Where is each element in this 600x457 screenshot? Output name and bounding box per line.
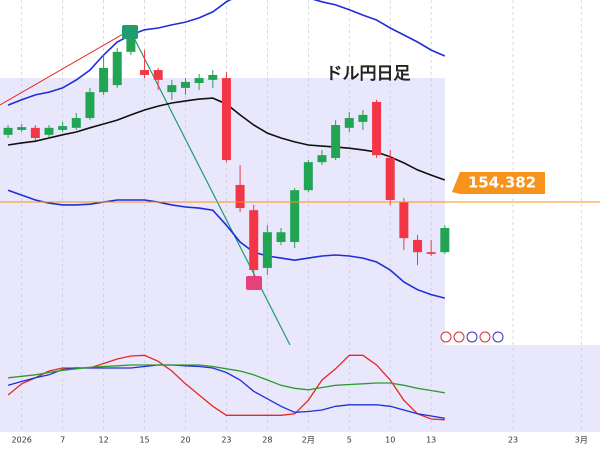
x-tick-label: 5 xyxy=(347,436,352,445)
candle-body xyxy=(112,51,122,86)
candle-body xyxy=(126,37,136,52)
signal-marker xyxy=(122,25,138,39)
x-tick-label: 2月 xyxy=(302,436,315,445)
candle-body xyxy=(85,92,95,119)
x-tick-label: 20 xyxy=(180,436,190,445)
candle-body xyxy=(180,81,190,88)
x-tick-label: 12 xyxy=(99,436,109,445)
candle-body xyxy=(99,67,109,93)
candle-body xyxy=(58,126,68,130)
x-tick-label: 28 xyxy=(262,436,272,445)
trend-line xyxy=(0,29,131,106)
event-icons xyxy=(440,331,504,343)
candle-body xyxy=(30,127,40,138)
candle-body xyxy=(276,232,286,243)
candle-body xyxy=(71,118,81,128)
candle-body xyxy=(290,190,300,243)
price-label: 154.382 xyxy=(468,174,536,192)
candle-body xyxy=(344,118,354,128)
icon xyxy=(492,331,504,343)
candle-body xyxy=(358,114,368,122)
overlay-line xyxy=(7,0,446,106)
x-tick-label: 10 xyxy=(385,436,395,445)
candle-body xyxy=(153,70,163,80)
candle-body xyxy=(385,157,395,200)
trend-line xyxy=(129,29,291,345)
chart-title: ドル円日足 xyxy=(326,64,411,84)
x-tick-label: 3月 xyxy=(575,436,588,445)
candle-body xyxy=(303,162,313,191)
candle-body xyxy=(440,228,450,253)
x-tick-label: 2026 xyxy=(12,436,32,445)
candle-body xyxy=(194,78,204,84)
icon xyxy=(479,331,491,343)
candle-body xyxy=(426,252,436,254)
candle-body xyxy=(317,155,327,163)
signal-marker xyxy=(246,276,262,290)
candle-body xyxy=(140,70,150,75)
overlay-line xyxy=(7,189,445,299)
x-tick-label: 23 xyxy=(221,436,231,445)
candle-body xyxy=(399,202,409,239)
candle-body xyxy=(249,210,259,271)
icon xyxy=(466,331,478,343)
x-tick-label: 23 xyxy=(508,436,518,445)
candle-body xyxy=(17,127,27,130)
candle-body xyxy=(372,101,382,156)
candle-body xyxy=(208,74,218,80)
icon xyxy=(453,331,465,343)
candle-body xyxy=(44,127,54,135)
x-tick-label: 13 xyxy=(426,436,436,445)
oscillator xyxy=(7,354,445,421)
price-label-box xyxy=(452,172,545,195)
icon xyxy=(440,331,452,343)
oscillator-line xyxy=(8,364,445,394)
candle-body xyxy=(3,127,13,135)
candle-body xyxy=(331,125,341,158)
candle-body xyxy=(221,78,231,161)
x-tick-label: 7 xyxy=(60,436,65,445)
candle-body xyxy=(413,239,423,253)
candle-body xyxy=(167,85,177,93)
price-pane xyxy=(0,0,450,345)
candle-body xyxy=(235,184,245,209)
candle-body xyxy=(262,232,272,268)
x-tick-label: 15 xyxy=(139,436,149,445)
